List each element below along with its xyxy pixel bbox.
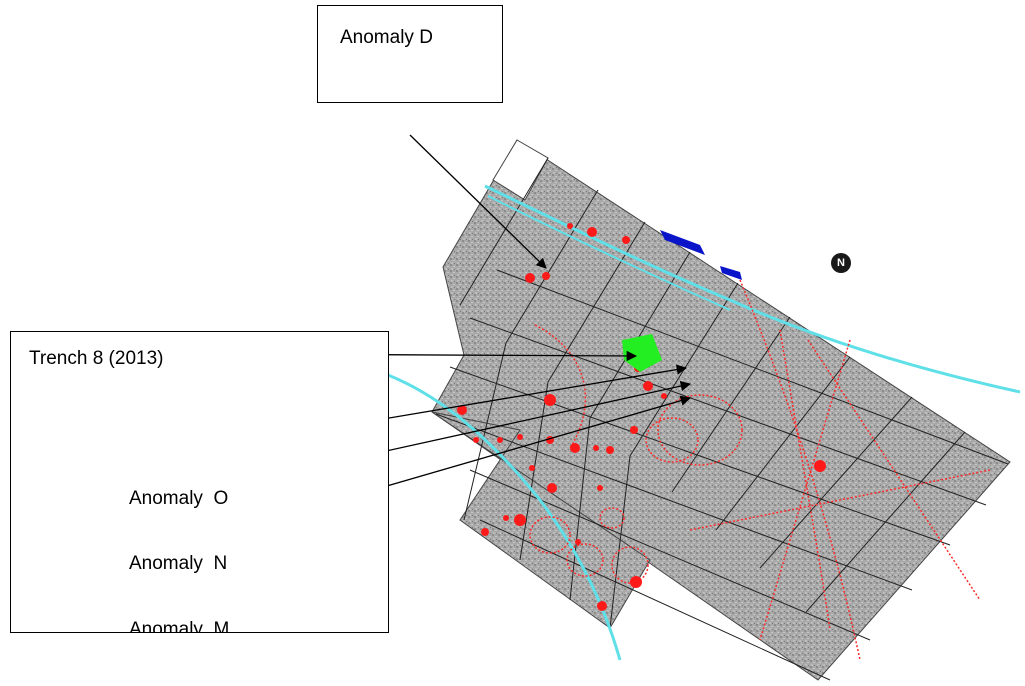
blue-features	[660, 230, 742, 280]
anomaly-pit	[597, 485, 603, 491]
anomaly-n-label: Anomaly N	[129, 553, 228, 574]
north-arrow-icon: N	[831, 253, 851, 273]
anomaly-pit	[593, 445, 599, 451]
anomaly-pit	[529, 465, 535, 471]
anomaly-pit	[630, 426, 638, 434]
survey-blank-corner	[492, 139, 549, 201]
anomaly-arc-upper	[534, 324, 586, 449]
anomaly-m-label: Anomaly M	[129, 619, 230, 633]
anomaly-circle-3	[529, 516, 571, 554]
anomaly-pit	[587, 227, 597, 237]
channel-west	[387, 373, 622, 661]
anomaly-pit	[457, 405, 467, 415]
anomaly-pit	[481, 528, 489, 536]
anomaly-pit	[630, 576, 642, 588]
anomaly-circle-4	[566, 543, 604, 577]
survey-area	[431, 139, 1011, 681]
anomaly-pit	[597, 601, 607, 611]
anomaly-pit	[814, 460, 826, 472]
trench-8-marker	[622, 334, 662, 372]
anomaly-pit	[503, 515, 509, 521]
anomaly-line-x2	[689, 469, 991, 531]
arrow-anomaly-d	[409, 134, 547, 269]
anomaly-pit	[497, 437, 503, 443]
anomaly-pit	[547, 483, 557, 493]
anomaly-d-label-box: Anomaly D	[317, 5, 503, 103]
channels	[387, 184, 1021, 661]
anomaly-pit	[544, 394, 556, 406]
anomaly-legend-box: Trench 8 (2013) Anomaly O Anomaly N Anom…	[10, 331, 389, 633]
anomaly-pit	[622, 236, 630, 244]
survey-plot-extension	[431, 411, 651, 629]
anomaly-circle-6	[599, 507, 625, 529]
channel-north	[484, 184, 1021, 394]
anomaly-pit	[570, 443, 580, 453]
anomaly-circle-2	[657, 394, 743, 466]
anomaly-pit	[517, 434, 523, 440]
anomaly-line-x3	[759, 339, 851, 641]
anomaly-pit	[514, 514, 526, 526]
anomaly-pit	[661, 393, 667, 399]
blue-feature-2	[720, 266, 742, 280]
anomaly-pit	[542, 272, 550, 280]
anomaly-lines	[529, 279, 991, 661]
anomaly-d-label: Anomaly D	[340, 27, 433, 48]
anomaly-o-label: Anomaly O	[129, 488, 229, 509]
trench-8-label: Trench 8 (2013)	[29, 348, 164, 369]
anomaly-circle-1	[645, 417, 699, 463]
anomaly-pit	[567, 223, 573, 229]
anomaly-pit	[606, 446, 614, 454]
anomaly-circle-5	[611, 546, 649, 584]
anomaly-pit	[643, 381, 653, 391]
anomaly-pit	[525, 273, 535, 283]
survey-plot-main	[431, 139, 1011, 681]
blue-feature-1	[660, 230, 705, 255]
anomaly-pit	[575, 539, 581, 545]
anomaly-pit	[473, 437, 479, 443]
channel-north-2	[487, 195, 731, 311]
